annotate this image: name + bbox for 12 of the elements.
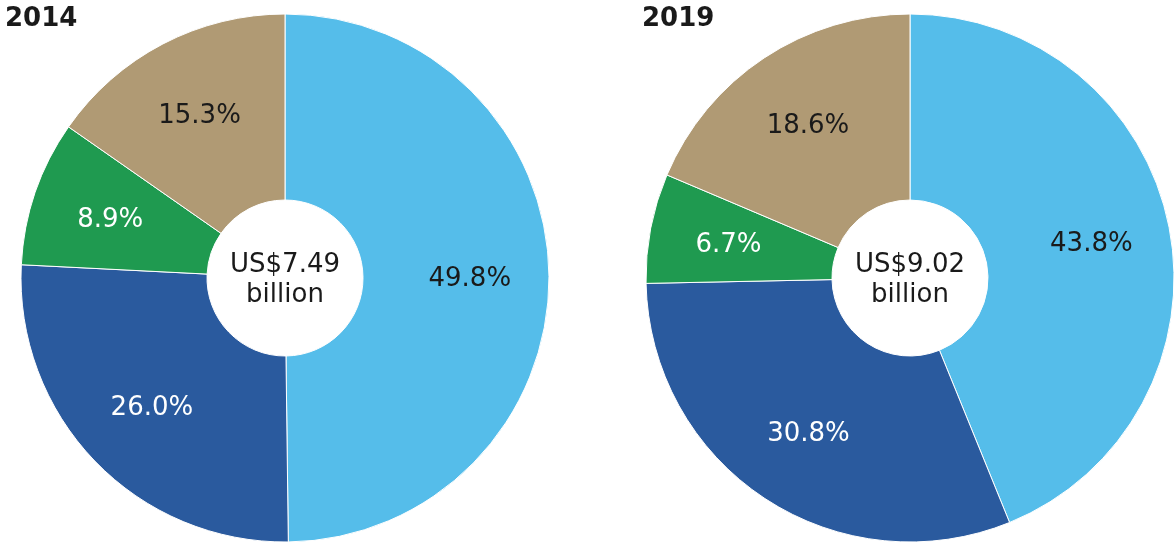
data-label: 26.0% <box>110 391 194 422</box>
data-label: 18.6% <box>766 108 850 139</box>
data-label: 49.8% <box>428 261 512 292</box>
data-label: 6.7% <box>695 228 762 259</box>
data-label: 8.9% <box>77 203 144 234</box>
data-label: 43.8% <box>1050 227 1133 258</box>
data-label: 15.3% <box>158 99 241 130</box>
chart-title: 2014 <box>5 2 78 32</box>
chart-title: 2019 <box>642 2 715 32</box>
data-label: 30.8% <box>767 417 850 448</box>
text: US$9.02 billion <box>855 248 965 308</box>
text: US$7.49 billion <box>230 248 340 308</box>
